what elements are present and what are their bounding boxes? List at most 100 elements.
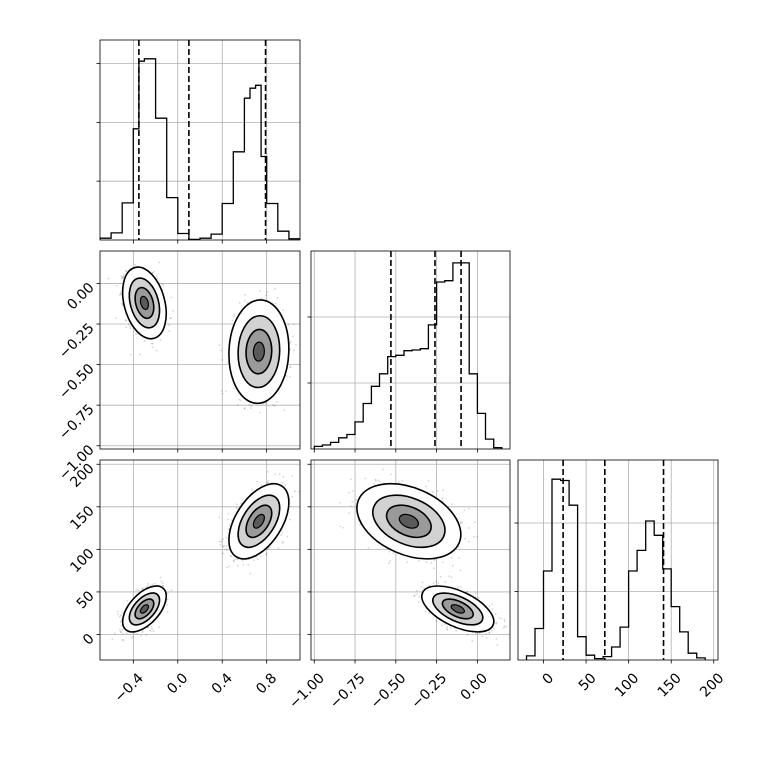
scatter-point	[152, 346, 154, 348]
scatter-point	[132, 635, 134, 637]
scatter-point	[153, 271, 155, 273]
scatter-point	[259, 290, 261, 292]
scatter-point	[125, 320, 127, 322]
scatter-point	[281, 482, 283, 484]
scatter-point	[139, 354, 141, 356]
scatter-panel-p0-p1	[100, 251, 304, 449]
scatter-point	[125, 271, 127, 273]
scatter-point	[230, 555, 232, 557]
scatter-point	[289, 519, 291, 521]
scatter-point	[144, 340, 146, 342]
scatter-point	[120, 631, 122, 633]
scatter-point	[220, 350, 222, 352]
scatter-point	[121, 277, 123, 279]
scatter-point	[121, 612, 123, 614]
histogram-panel-p0	[97, 40, 301, 240]
scatter-point	[236, 507, 238, 509]
scatter-point	[130, 328, 132, 330]
grid-lines	[311, 251, 510, 449]
scatter-point	[122, 640, 124, 642]
scatter-point	[276, 297, 278, 299]
scatter-point	[120, 292, 122, 294]
scatter-point	[170, 318, 172, 320]
scatter-point	[260, 555, 262, 557]
scatter-point	[151, 584, 153, 586]
scatter-point	[237, 565, 239, 567]
scatter-point	[232, 320, 234, 322]
scatter-point	[282, 541, 284, 543]
scatter-point	[123, 274, 125, 276]
scatter-point	[228, 566, 230, 568]
scatter-point	[237, 404, 239, 406]
scatter-point	[284, 484, 286, 486]
scatter-point	[145, 634, 147, 636]
scatter-point	[160, 577, 162, 579]
scatter-point	[256, 481, 258, 483]
scatter-point	[243, 564, 245, 566]
scatter-point	[221, 359, 223, 361]
scatter-point	[161, 283, 163, 285]
scatter-point	[130, 326, 132, 328]
scatter-point	[158, 262, 160, 264]
scatter-point	[280, 534, 282, 536]
histogram-steps	[314, 263, 502, 449]
scatter-point	[135, 333, 137, 335]
scatter-point	[222, 553, 224, 555]
scatter-point	[251, 489, 253, 491]
scatter-point	[140, 635, 142, 637]
scatter-point	[147, 583, 149, 585]
scatter-point	[121, 629, 123, 631]
scatter-point	[136, 633, 138, 635]
scatter-point	[116, 285, 118, 287]
scatter-point	[119, 629, 121, 631]
scatter-point	[162, 585, 164, 587]
scatter-point	[222, 538, 224, 540]
scatter-point	[283, 476, 285, 478]
scatter-point	[154, 583, 156, 585]
scatter-point	[253, 559, 255, 561]
scatter-point	[225, 390, 227, 392]
scatter-point	[227, 519, 229, 521]
scatter-point	[130, 354, 132, 356]
scatter-point	[260, 298, 262, 300]
scatter-point	[233, 316, 235, 318]
scatter-point	[265, 294, 267, 296]
scatter-point	[234, 558, 236, 560]
scatter-point	[226, 567, 228, 569]
scatter-point	[283, 409, 285, 411]
scatter-point	[151, 343, 153, 345]
scatter-point	[233, 387, 235, 389]
scatter-point	[168, 330, 170, 332]
scatter-point	[282, 309, 284, 311]
scatter-point	[158, 626, 160, 628]
scatter-point	[162, 582, 164, 584]
scatter-point	[121, 303, 123, 305]
scatter-point	[272, 404, 274, 406]
scatter-point	[266, 553, 268, 555]
scatter-point	[147, 585, 149, 587]
scatter-point	[249, 404, 251, 406]
scatter-point	[115, 317, 117, 319]
scatter-point	[131, 637, 133, 639]
scatter-point	[150, 630, 152, 632]
scatter-point	[122, 633, 124, 635]
scatter-point	[293, 350, 295, 352]
scatter-point	[120, 620, 122, 622]
scatter-point	[257, 558, 259, 560]
scatter-point	[222, 393, 224, 395]
scatter-point	[233, 560, 235, 562]
scatter-point	[226, 537, 228, 539]
scatter-point	[293, 323, 295, 325]
scatter-point	[226, 545, 228, 547]
scatter-point	[112, 638, 114, 640]
scatter-point	[117, 611, 119, 613]
scatter-point	[298, 491, 300, 493]
scatter-point	[267, 471, 269, 473]
scatter-point	[126, 600, 128, 602]
histogram-steps	[527, 479, 706, 660]
scatter-point	[261, 484, 263, 486]
scatter-point	[125, 326, 127, 328]
scatter-point	[250, 407, 252, 409]
scatter-point	[274, 405, 276, 407]
